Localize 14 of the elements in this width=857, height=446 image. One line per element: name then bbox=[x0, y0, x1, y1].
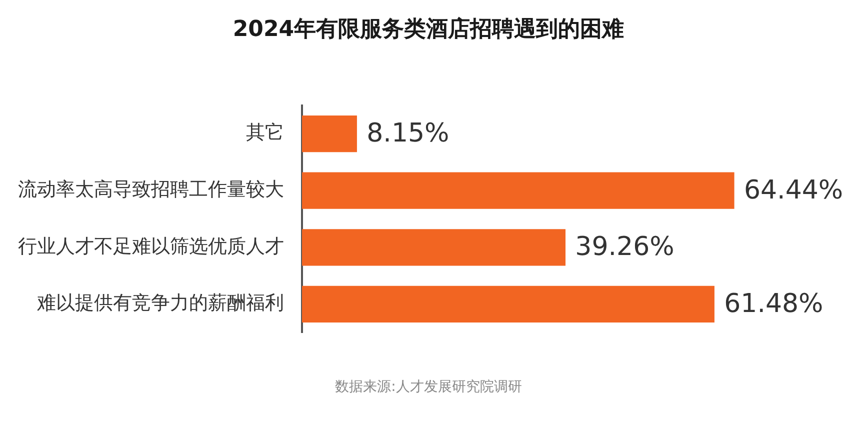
bar bbox=[302, 286, 714, 323]
data-label: 39.26% bbox=[575, 232, 674, 262]
data-label: 61.48% bbox=[724, 288, 824, 319]
bar bbox=[302, 115, 357, 152]
bar bbox=[302, 172, 734, 209]
chart-title: 2024年有限服务类酒店招聘遇到的困难 bbox=[232, 16, 626, 44]
bar bbox=[302, 229, 566, 266]
source-note: 数据来源:人才发展研究院调研 bbox=[334, 378, 523, 396]
y-tick-label: 流动率太高导致招聘工作量较大 bbox=[18, 178, 284, 201]
data-label: 8.15% bbox=[366, 118, 450, 149]
y-tick-label: 难以提供有竞争力的薪酬福利 bbox=[36, 292, 284, 314]
y-tick-label: 行业人才不足难以筛选优质人才 bbox=[18, 235, 284, 258]
data-label: 64.44% bbox=[744, 175, 844, 206]
y-tick-label: 其它 bbox=[246, 122, 284, 144]
